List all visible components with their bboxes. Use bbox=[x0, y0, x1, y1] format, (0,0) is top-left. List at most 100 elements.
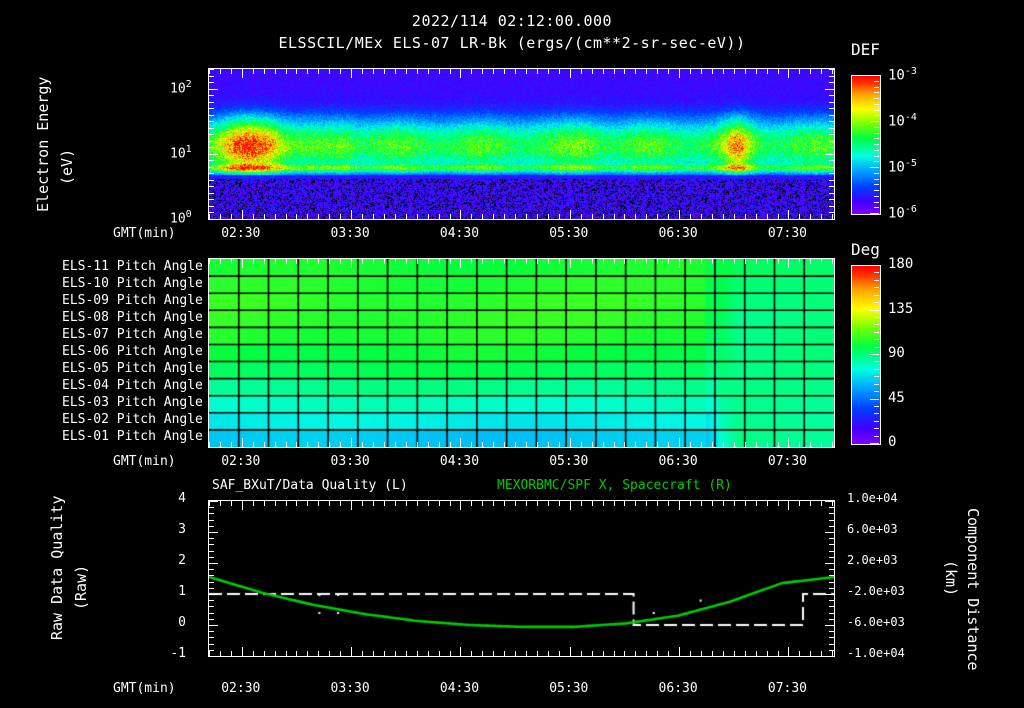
colorbar-tick bbox=[874, 361, 879, 363]
y2-tick-label: -2.0e+03 bbox=[847, 584, 905, 598]
colorbar-tick bbox=[874, 339, 879, 341]
colorbar-tick bbox=[874, 331, 879, 333]
pitch-row-label: ELS-04 Pitch Angle bbox=[62, 378, 203, 394]
y-tick-label: 3 bbox=[178, 522, 186, 537]
colorbar-tick bbox=[874, 184, 879, 186]
colorbar-tick bbox=[874, 428, 879, 430]
colorbar-tick bbox=[874, 316, 879, 318]
def-colorbar[interactable] bbox=[851, 75, 881, 215]
tick-mark bbox=[209, 656, 218, 657]
x-tick-label: 05:30 bbox=[549, 454, 589, 469]
line-plot-y-axis-units: (Raw) bbox=[72, 564, 90, 610]
pitch-angle-canvas bbox=[209, 259, 834, 447]
page-title-timestamp: 2022/114 02:12:00.000 bbox=[411, 12, 613, 30]
colorbar-tick bbox=[874, 126, 879, 128]
x-tick-label: 07:30 bbox=[767, 681, 808, 696]
colorbar-tick-label: 10-5 bbox=[888, 158, 917, 176]
colorbar-tick bbox=[874, 98, 879, 99]
colorbar-tick bbox=[874, 391, 879, 393]
line-plot-y-axis-title: Raw Data Quality bbox=[48, 495, 66, 641]
colorbar-tick bbox=[874, 172, 879, 174]
colorbar-tick bbox=[874, 103, 879, 105]
y2-tick-label: 2.0e+03 bbox=[847, 553, 898, 567]
pitch-row-label: ELS-08 Pitch Angle bbox=[62, 309, 203, 325]
pitch-row-label: ELS-11 Pitch Angle bbox=[62, 258, 203, 274]
data-quality-distance-plot[interactable] bbox=[208, 500, 835, 657]
x-tick-label: 03:30 bbox=[330, 226, 370, 241]
colorbar-tick bbox=[874, 190, 879, 191]
line-plot-canvas bbox=[209, 501, 834, 656]
pitch-angle-panel[interactable] bbox=[208, 258, 835, 448]
colorbar-tick bbox=[874, 287, 879, 289]
pitch-row-label: ELS-01 Pitch Angle bbox=[62, 429, 203, 445]
spectrogram-canvas bbox=[209, 69, 834, 219]
colorbar-tick bbox=[874, 115, 879, 117]
colorbar-tick bbox=[874, 324, 879, 326]
pitch-row-label: ELS-03 Pitch Angle bbox=[62, 395, 203, 411]
deg-colorbar[interactable] bbox=[851, 265, 881, 445]
colorbar-tick bbox=[874, 201, 879, 203]
colorbar-tick bbox=[874, 132, 879, 134]
y-tick-label: 2 bbox=[178, 553, 186, 568]
panel3-legend-right: MEXORBMC/SPF X, Spacecraft (R) bbox=[497, 478, 732, 493]
y-tick-label: -1 bbox=[170, 646, 186, 661]
colorbar-tick bbox=[874, 302, 879, 304]
x-tick-label: 06:30 bbox=[658, 681, 698, 696]
colorbar-tick bbox=[874, 195, 879, 197]
colorbar-tick-label: 135 bbox=[888, 300, 914, 317]
colorbar-tick-label: 90 bbox=[888, 345, 905, 361]
pitch-row-label: ELS-09 Pitch Angle bbox=[62, 292, 203, 308]
tick-mark bbox=[209, 219, 218, 220]
y-tick-label: 0 bbox=[178, 615, 186, 630]
colorbar-tick-label: 10-3 bbox=[888, 66, 917, 84]
y-tick-label: 101 bbox=[170, 143, 192, 162]
x-tick-label: 04:30 bbox=[439, 454, 480, 469]
pitch-row-label: ELS-02 Pitch Angle bbox=[62, 412, 203, 428]
line-plot-y2-axis-title: Component Distance bbox=[964, 508, 982, 671]
colorbar-tick bbox=[874, 178, 879, 180]
pitch-row-label: ELS-06 Pitch Angle bbox=[62, 344, 203, 359]
y2-tick-label: -6.0e+03 bbox=[847, 615, 905, 629]
panel3-legend-left: SAF_BXuT/Data Quality (L) bbox=[212, 478, 408, 493]
tick-mark bbox=[825, 656, 834, 657]
y-tick-label: 100 bbox=[170, 209, 192, 227]
pitch-row-label: ELS-07 Pitch Angle bbox=[62, 326, 203, 342]
colorbar-tick bbox=[874, 109, 879, 111]
def-colorbar-title: DEF bbox=[851, 40, 880, 59]
colorbar-tick bbox=[874, 155, 879, 157]
pitch-row-label: ELS-10 Pitch Angle bbox=[62, 275, 203, 291]
line-plot-y2-axis-units: (km) bbox=[942, 560, 960, 597]
pitch-row-label: ELS-05 Pitch Angle bbox=[62, 361, 203, 377]
y-tick-label: 1 bbox=[178, 584, 186, 599]
y2-tick-label: 6.0e+03 bbox=[847, 522, 898, 536]
colorbar-tick bbox=[870, 398, 879, 400]
colorbar-tick bbox=[874, 294, 879, 296]
colorbar-tick bbox=[874, 80, 879, 82]
colorbar-tick bbox=[874, 420, 879, 422]
page-subtitle: ELSSCIL/MEx ELS-07 LR-Bk (ergs/(cm**2-sr… bbox=[278, 34, 746, 52]
x-tick-label: 03:30 bbox=[330, 454, 370, 469]
x-tick-label: 04:30 bbox=[439, 681, 480, 696]
colorbar-tick bbox=[874, 138, 879, 140]
y2-tick-label: 1.0e+04 bbox=[847, 491, 898, 505]
colorbar-tick bbox=[870, 213, 879, 214]
tick-mark bbox=[825, 219, 834, 220]
x-tick-label: 03:30 bbox=[330, 681, 370, 696]
colorbar-tick-label: 180 bbox=[888, 256, 914, 272]
colorbar-tick bbox=[874, 435, 879, 437]
pitch-angle-x-axis-label: GMT(min) bbox=[113, 454, 176, 469]
x-tick-label: 07:30 bbox=[767, 226, 808, 241]
spectrogram-y-axis-units: (eV) bbox=[58, 148, 76, 185]
colorbar-tick-label: 0 bbox=[888, 434, 897, 450]
colorbar-tick bbox=[874, 92, 879, 94]
colorbar-tick bbox=[874, 405, 879, 407]
x-tick-label: 02:30 bbox=[221, 454, 261, 469]
y2-tick-label: -1.0e+04 bbox=[847, 646, 905, 660]
x-tick-label: 02:30 bbox=[221, 681, 261, 696]
x-tick-label: 06:30 bbox=[658, 454, 698, 469]
electron-energy-spectrogram[interactable] bbox=[208, 68, 835, 220]
colorbar-tick bbox=[870, 354, 879, 355]
x-tick-label: 04:30 bbox=[439, 226, 480, 241]
colorbar-tick bbox=[874, 376, 879, 378]
colorbar-tick bbox=[870, 75, 879, 76]
